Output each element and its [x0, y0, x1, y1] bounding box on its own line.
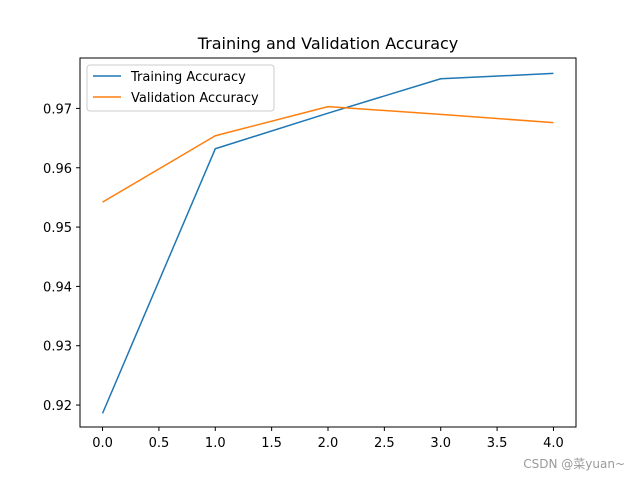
x-tick-label: 0.0: [92, 436, 113, 451]
y-axis: 0.92 0.93 0.94 0.95 0.96 0.97: [43, 102, 80, 414]
x-tick-label: 0.5: [149, 436, 170, 451]
y-tick-label: 0.97: [43, 102, 72, 117]
series-lines: [101, 72, 554, 414]
x-tick-label: 4.0: [543, 436, 564, 451]
legend-label-validation: Validation Accuracy: [131, 91, 259, 106]
x-tick-label: 3.0: [430, 436, 451, 451]
x-tick-label: 2.5: [374, 436, 395, 451]
y-tick-label: 0.93: [43, 340, 72, 355]
y-tick-label: 0.92: [43, 399, 72, 414]
watermark-text: CSDN @菜yuan~: [523, 457, 625, 471]
y-tick-label: 0.95: [43, 221, 72, 236]
x-tick-label: 1.0: [205, 436, 226, 451]
x-axis: 0.0 0.5 1.0 1.5 2.0 2.5 3.0 3.5 4.0: [92, 427, 564, 451]
y-tick-label: 0.94: [43, 280, 72, 295]
legend: Training Accuracy Validation Accuracy: [86, 64, 275, 112]
x-tick-label: 2.0: [318, 436, 339, 451]
x-tick-label: 1.5: [261, 436, 282, 451]
legend-frame: [86, 64, 275, 112]
x-tick-label: 3.5: [487, 436, 508, 451]
series-line-validation: [102, 105, 554, 203]
series-line-training: [101, 72, 554, 414]
chart-title: Training and Validation Accuracy: [197, 34, 459, 53]
legend-label-training: Training Accuracy: [130, 70, 246, 85]
y-tick-label: 0.96: [43, 162, 72, 177]
